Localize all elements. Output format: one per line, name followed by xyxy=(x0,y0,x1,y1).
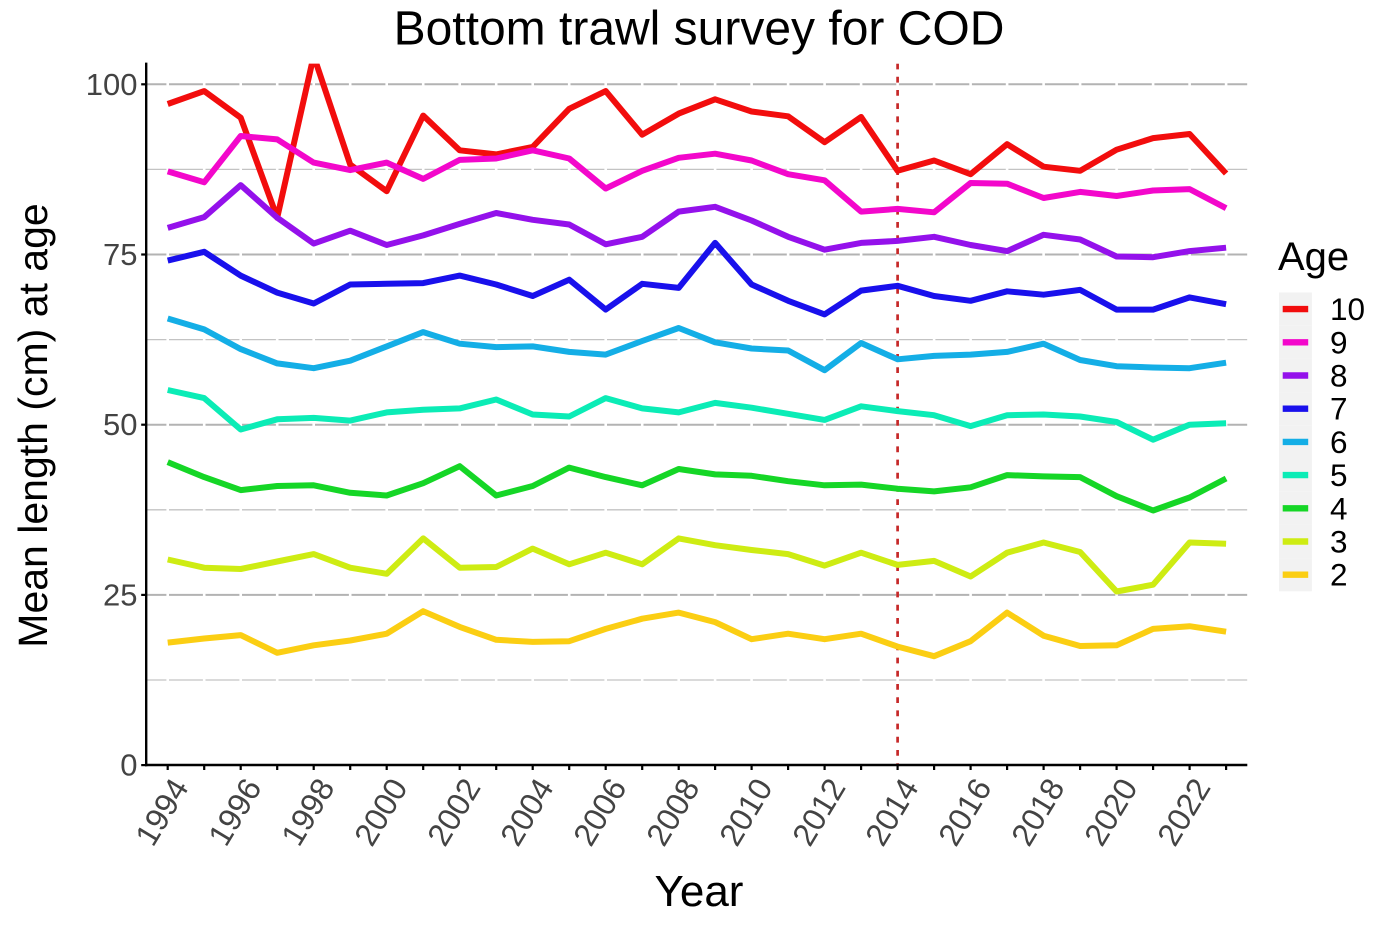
svg-text:Age: Age xyxy=(1278,235,1349,279)
svg-text:Year: Year xyxy=(655,867,744,916)
svg-text:25: 25 xyxy=(103,577,137,612)
svg-text:10: 10 xyxy=(1330,291,1365,327)
svg-text:7: 7 xyxy=(1330,391,1348,427)
svg-text:4: 4 xyxy=(1330,490,1348,526)
svg-text:Mean length (cm) at age: Mean length (cm) at age xyxy=(10,203,56,647)
svg-text:50: 50 xyxy=(103,407,137,442)
svg-text:8: 8 xyxy=(1330,358,1348,394)
svg-text:Bottom trawl survey for COD: Bottom trawl survey for COD xyxy=(394,2,1005,55)
svg-text:6: 6 xyxy=(1330,424,1348,460)
svg-text:5: 5 xyxy=(1330,457,1348,493)
svg-text:100: 100 xyxy=(86,67,138,102)
svg-text:9: 9 xyxy=(1330,324,1348,360)
svg-text:3: 3 xyxy=(1330,524,1348,560)
svg-text:0: 0 xyxy=(120,748,137,783)
svg-text:75: 75 xyxy=(103,237,137,272)
svg-text:2: 2 xyxy=(1330,557,1348,593)
